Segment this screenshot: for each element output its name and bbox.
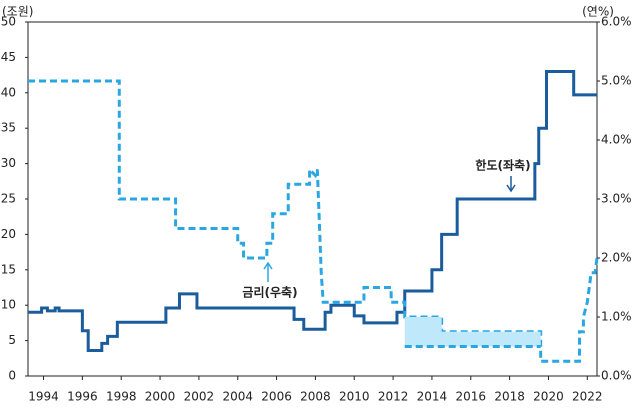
range-band	[404, 317, 541, 347]
x-tick-label: 2004	[222, 390, 253, 404]
x-tick-label: 1998	[106, 390, 137, 404]
y-tick-label: 20	[1, 227, 16, 241]
x-tick-label: 2000	[145, 390, 176, 404]
annotation: 한도(좌축)	[475, 158, 530, 173]
x-tick-label: 2006	[261, 390, 292, 404]
y2-tick-label: 3.0%	[601, 192, 632, 206]
y2-tick-label: 4.0%	[601, 133, 632, 147]
y-axis-title: (조원)	[2, 5, 33, 19]
y-tick-label: 35	[1, 121, 16, 135]
y2-tick-label: 2.0%	[601, 251, 632, 265]
annotation-arrowhead	[506, 184, 516, 193]
x-tick-label: 2016	[455, 390, 486, 404]
y-tick-label: 5	[8, 333, 16, 347]
x-tick-label: 2010	[339, 390, 370, 404]
y-tick-label: 40	[1, 85, 16, 99]
x-tick-label: 2018	[494, 390, 525, 404]
annotation-arrowhead	[263, 261, 273, 270]
annotation: 금리(우축)	[242, 285, 297, 300]
x-tick-label: 2012	[378, 390, 409, 404]
y2-tick-label: 5.0%	[601, 74, 632, 88]
y-tick-label: 25	[1, 192, 16, 206]
x-tick-label: 1994	[28, 390, 59, 404]
y2-tick-label: 0.0%	[601, 369, 632, 383]
y2-tick-label: 1.0%	[601, 310, 632, 324]
x-tick-label: 2020	[533, 390, 564, 404]
y-tick-label: 30	[1, 156, 16, 170]
x-tick-label: 2002	[184, 390, 215, 404]
x-tick-label: 2008	[300, 390, 331, 404]
series-line	[28, 79, 599, 363]
y-tick-label: 45	[1, 50, 16, 64]
y-tick-label: 10	[1, 298, 16, 312]
y-tick-label: 15	[1, 262, 16, 276]
x-tick-label: 2014	[417, 390, 448, 404]
y-tick-label: 0	[8, 369, 16, 383]
y2-axis-title: (연%)	[582, 5, 614, 19]
series-line	[28, 70, 597, 353]
x-tick-label: 2022	[572, 390, 603, 404]
y2-tick-label: 6.0%	[601, 15, 632, 29]
x-tick-label: 1996	[67, 390, 98, 404]
y-tick-label: 50	[1, 15, 16, 29]
